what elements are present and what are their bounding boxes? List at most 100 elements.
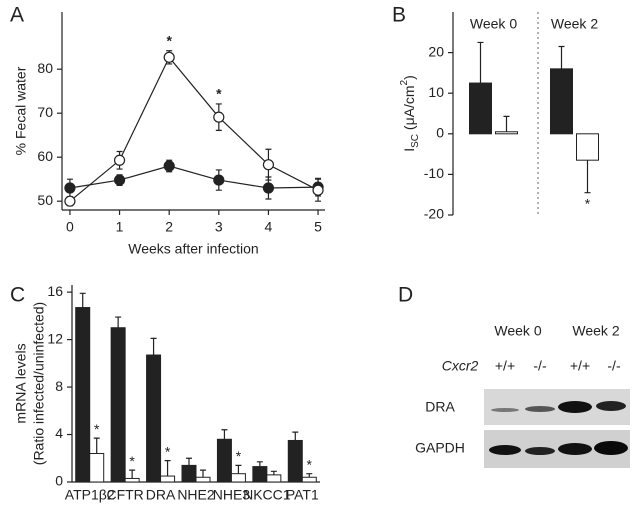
- error-bar: [164, 460, 171, 477]
- y-tick-label: 0: [55, 473, 63, 489]
- point: [213, 174, 225, 186]
- band: [558, 443, 592, 455]
- error-bar: [200, 469, 206, 478]
- y-axis-label-part: SC: [410, 134, 421, 148]
- x-tick-label: 3: [215, 219, 223, 235]
- x-tick-label: Week 0: [470, 16, 517, 32]
- bar: [287, 439, 303, 483]
- x-axis-label: Weeks after infection: [128, 241, 258, 257]
- y-tick-label: 20: [428, 43, 444, 59]
- significance-mark: *: [307, 456, 313, 472]
- point: [113, 174, 126, 186]
- bar: [124, 477, 140, 483]
- y-axis-label: (Ratio infected/uninfected): [31, 302, 47, 465]
- group-label: Week 0: [494, 323, 541, 339]
- point: [213, 111, 225, 123]
- error-bar: [115, 316, 122, 328]
- band: [596, 401, 626, 411]
- panel-label: C: [10, 284, 25, 307]
- line: [69, 165, 319, 189]
- error-bar: [79, 292, 86, 308]
- band: [489, 445, 521, 455]
- point: [163, 160, 175, 172]
- error-bar: [292, 431, 299, 441]
- x-tick-label: 1: [116, 219, 124, 235]
- error-bar: [235, 464, 242, 474]
- x-tick-label: ATP1β2: [65, 487, 115, 503]
- point: [163, 51, 175, 63]
- row-label: DRA: [425, 399, 455, 415]
- bar: [89, 453, 105, 483]
- x-tick-label: 0: [66, 219, 74, 235]
- significance-mark: *: [216, 86, 222, 102]
- bar: [181, 464, 197, 483]
- bar: [469, 82, 492, 135]
- band: [594, 441, 628, 455]
- panel-label: A: [10, 4, 24, 27]
- y-tick-label: -20: [424, 206, 444, 222]
- point: [262, 159, 275, 171]
- y-tick-label: 12: [47, 330, 63, 346]
- y-tick-label: 8: [55, 378, 63, 394]
- x-tick-label: 2: [165, 219, 173, 235]
- bar: [195, 476, 211, 483]
- significance-mark: *: [129, 453, 135, 469]
- bar: [75, 307, 91, 483]
- x-tick-label: NHE3: [213, 487, 251, 503]
- significance-mark: *: [585, 195, 591, 211]
- panel-label: D: [398, 284, 413, 307]
- significance-mark: *: [236, 448, 242, 464]
- genotype: -/-: [607, 358, 621, 374]
- panel-label: B: [392, 4, 406, 27]
- x-tick-label: 5: [314, 219, 322, 235]
- error-bar: [306, 473, 313, 478]
- bar: [301, 476, 317, 483]
- y-tick-label: 80: [37, 60, 53, 76]
- y-axis-label-part: I: [401, 148, 417, 152]
- point: [262, 182, 275, 194]
- y-axis-label: mRNA levels: [13, 343, 29, 423]
- genotype: +/+: [495, 358, 515, 374]
- y-axis-label: % Fecal water: [13, 66, 29, 155]
- error-bar: [477, 41, 484, 84]
- x-tick-label: NHE2: [177, 487, 215, 503]
- bar: [160, 475, 176, 483]
- error-bar: [503, 115, 510, 132]
- bar: [230, 473, 246, 483]
- y-tick-label: 50: [37, 192, 53, 208]
- y-tick-label: 4: [55, 425, 63, 441]
- x-tick-label: CFTR: [106, 487, 143, 503]
- x-tick-label: NKCC1: [243, 487, 291, 503]
- point: [64, 195, 76, 207]
- y-axis-label-part: (μA/cm: [401, 85, 417, 134]
- y-tick-label: 60: [37, 148, 53, 164]
- significance-mark: *: [94, 421, 100, 437]
- bar: [266, 474, 282, 483]
- bar: [495, 131, 518, 135]
- point: [113, 154, 126, 166]
- bar: [110, 327, 126, 483]
- y-axis-label-part: ): [401, 75, 417, 80]
- band: [525, 406, 555, 412]
- x-tick-label: DRA: [146, 487, 176, 503]
- genotype: +/+: [570, 358, 590, 374]
- x-tick-label: Week 2: [551, 16, 598, 32]
- group-label: Week 2: [572, 323, 619, 339]
- x-tick-label: PAT1: [286, 487, 319, 503]
- error-bar: [186, 457, 192, 466]
- point: [64, 182, 76, 194]
- bar: [576, 133, 599, 161]
- error-bar: [584, 160, 591, 194]
- y-tick-label: -10: [424, 165, 444, 181]
- significance-mark: *: [166, 32, 172, 48]
- line: [69, 56, 319, 202]
- error-bar: [221, 429, 228, 440]
- genotype-title: Cxcr2: [442, 358, 479, 374]
- band: [525, 447, 555, 455]
- y-tick-label: 10: [428, 84, 444, 100]
- band: [491, 408, 519, 412]
- error-bar: [256, 461, 263, 467]
- bar: [146, 354, 162, 483]
